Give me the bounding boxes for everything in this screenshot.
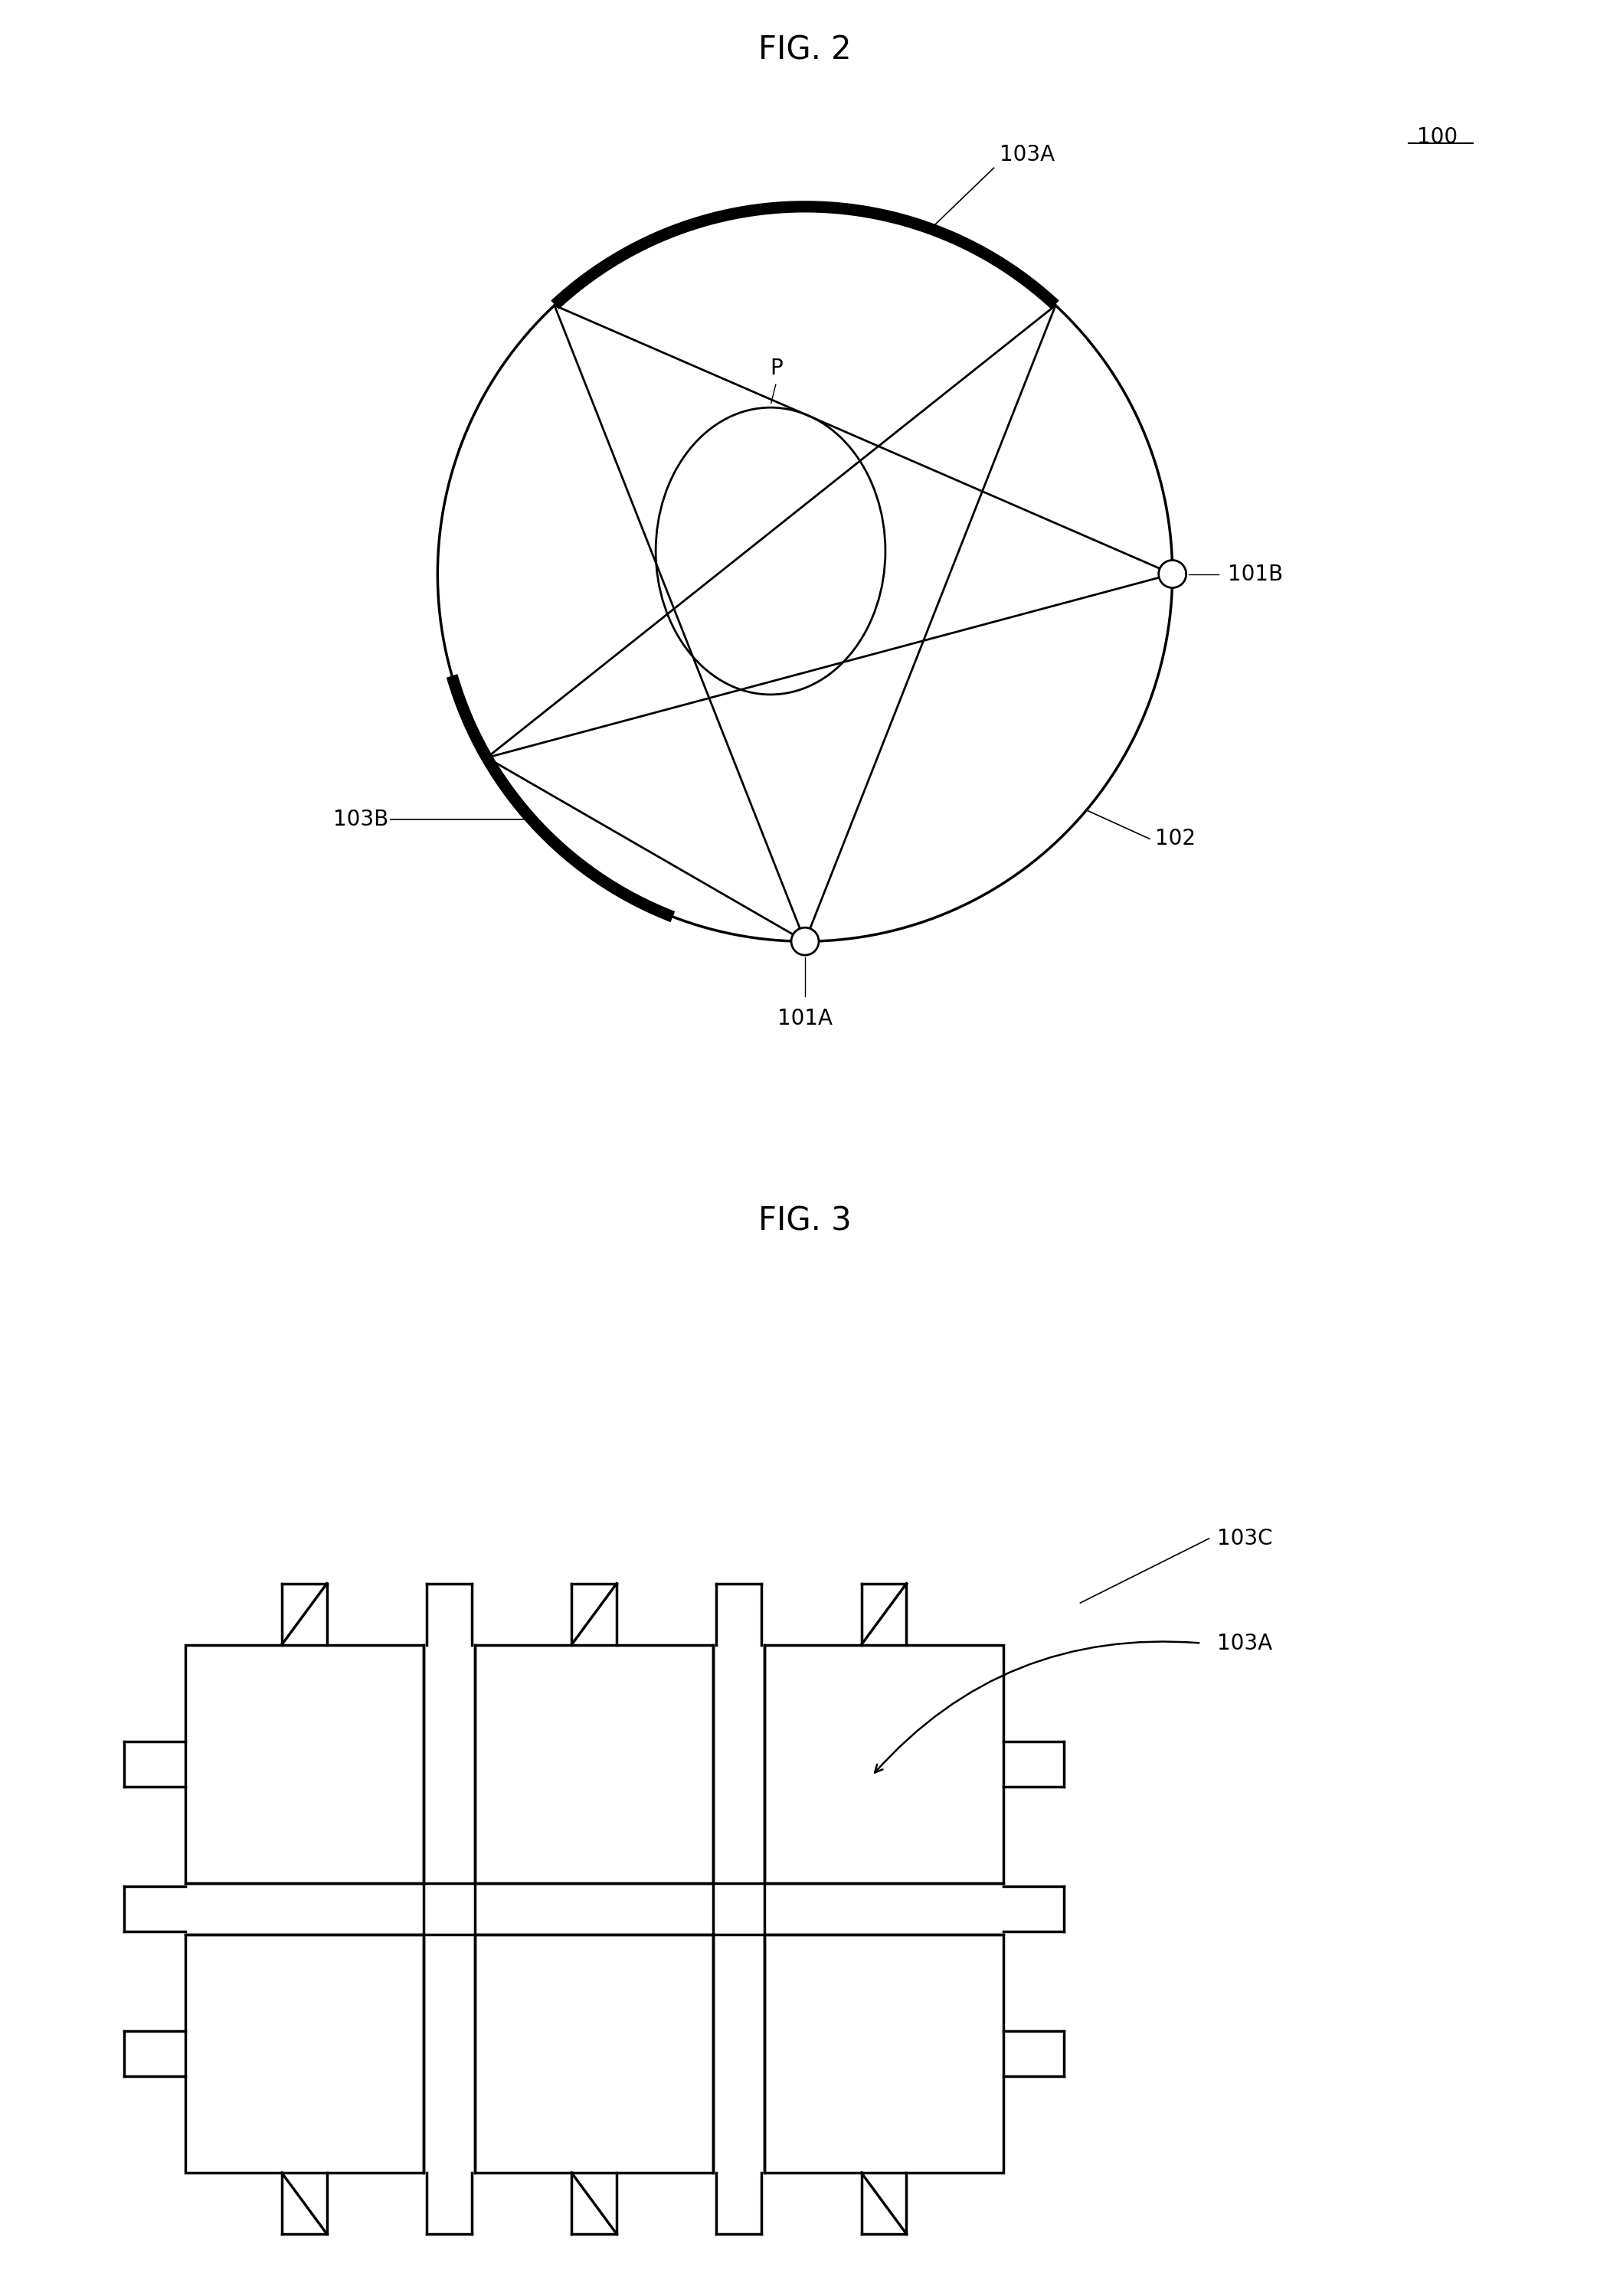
Bar [185, 1936, 423, 2172]
Bar [185, 1644, 423, 1883]
Text: FIG. 2: FIG. 2 [758, 34, 852, 67]
Circle shape [1159, 560, 1187, 588]
Text: 103A: 103A [1217, 1632, 1272, 1653]
Bar [765, 1936, 1003, 2172]
Text: 100: 100 [1417, 126, 1457, 147]
Circle shape [791, 928, 819, 955]
Text: 101A: 101A [778, 1008, 832, 1029]
Text: P: P [770, 358, 782, 379]
Bar [765, 1644, 1003, 1883]
Bar [475, 1644, 713, 1883]
Bar [475, 1936, 713, 2172]
Text: 101B: 101B [1227, 563, 1283, 585]
Text: FIG. 3: FIG. 3 [758, 1205, 852, 1238]
Text: 103A: 103A [1000, 145, 1055, 165]
Text: 103B: 103B [333, 808, 388, 831]
Text: 103C: 103C [1217, 1527, 1272, 1550]
Text: 102: 102 [1156, 829, 1196, 850]
